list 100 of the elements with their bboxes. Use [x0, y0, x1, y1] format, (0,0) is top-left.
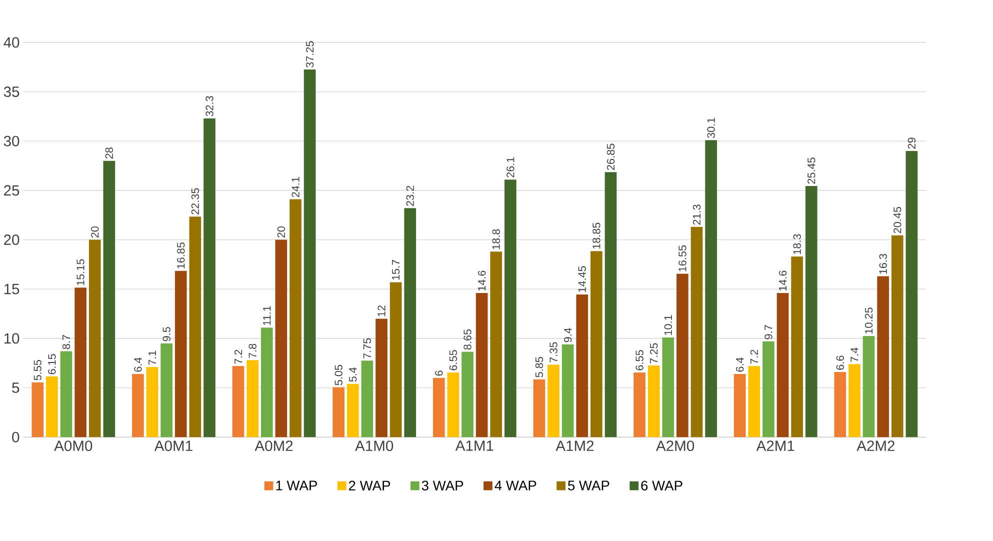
bar [160, 344, 172, 438]
legend-label: 2 WAP [348, 480, 390, 490]
y-tick-label: 40 [4, 37, 20, 48]
bar [705, 140, 717, 438]
data-label: 16.55 [678, 246, 686, 272]
bar [290, 199, 302, 438]
bar [562, 344, 574, 438]
data-label: 7.2 [234, 350, 242, 364]
y-tick-label: 10 [4, 333, 20, 344]
data-label: 7.2 [750, 350, 758, 364]
bar [834, 372, 846, 438]
data-label: 6.15 [48, 354, 56, 374]
data-label: 6 [435, 370, 443, 376]
bar [361, 360, 374, 438]
data-label: 23.2 [406, 186, 414, 206]
bar [791, 256, 803, 438]
data-label: 25.45 [808, 158, 816, 184]
y-tick-label: 0 [12, 432, 20, 442]
bar [676, 274, 688, 438]
data-label: 30.1 [707, 118, 715, 138]
data-label: 7.1 [148, 350, 156, 365]
data-label: 32.3 [206, 96, 214, 116]
x-tick-label: A1M2 [556, 440, 594, 452]
bar [648, 366, 660, 438]
data-label: 14.6 [478, 270, 486, 291]
bar [304, 70, 316, 438]
bar [690, 227, 703, 438]
legend-label: 6 WAP [641, 480, 682, 491]
bar [662, 338, 674, 438]
bar [533, 380, 546, 438]
data-label: 8.7 [62, 335, 70, 350]
data-label: 24.1 [292, 177, 300, 198]
bar [390, 282, 402, 438]
data-label: 18.85 [592, 222, 600, 249]
data-label: 5.55 [34, 360, 42, 380]
legend-label: 5 WAP [568, 480, 610, 491]
bar [805, 186, 818, 438]
data-label: 20 [91, 226, 99, 238]
bar [548, 364, 560, 438]
y-tick-label: 30 [4, 136, 20, 146]
data-label: 7.4 [850, 348, 858, 362]
bar [74, 288, 86, 438]
legend-label: 4 WAP [494, 480, 536, 490]
data-label: 14.45 [578, 266, 586, 292]
data-label: 21.3 [692, 204, 701, 225]
data-label: 26.1 [506, 157, 514, 178]
bar [132, 374, 144, 438]
bar [103, 160, 116, 438]
data-label: 16.3 [879, 254, 887, 274]
x-tick-label: A2M1 [756, 440, 794, 452]
bar [504, 180, 516, 438]
bar [232, 366, 244, 438]
data-label: 7.25 [650, 343, 658, 364]
data-label: 6.6 [836, 356, 844, 370]
data-label: 15.7 [392, 260, 400, 280]
data-label: 8.65 [464, 330, 472, 350]
bar [748, 366, 760, 438]
bar [146, 367, 158, 438]
bar [46, 376, 58, 438]
x-tick-label: A0M2 [254, 440, 293, 452]
bar [604, 172, 617, 438]
bar [476, 293, 488, 438]
x-tick-label: A0M1 [154, 440, 192, 452]
bar [346, 384, 359, 438]
data-label: 6.55 [636, 350, 644, 370]
bar [189, 216, 202, 438]
data-label: 6.4 [134, 358, 142, 372]
data-label: 10.25 [864, 308, 873, 334]
data-label: 20 [277, 226, 286, 238]
bar [376, 318, 388, 438]
bar [862, 336, 875, 438]
data-label: 15.15 [76, 259, 84, 286]
bar [776, 293, 789, 438]
data-label: 22.35 [191, 188, 200, 214]
bar [462, 352, 474, 438]
bar [490, 252, 502, 438]
data-label: 5.05 [334, 365, 342, 386]
data-label: 10.1 [664, 315, 672, 336]
x-tick-label: A1M0 [355, 440, 394, 452]
x-tick-label: A1M1 [455, 440, 494, 451]
data-label: 11.1 [263, 306, 271, 326]
data-label: 37.25 [306, 41, 314, 68]
data-label: 7.8 [248, 344, 256, 358]
legend-label: 3 WAP [422, 480, 464, 491]
data-label: 12 [378, 306, 386, 316]
bar [260, 328, 273, 438]
bar [891, 235, 904, 438]
data-label: 14.6 [778, 270, 787, 291]
data-label: 7.75 [363, 338, 371, 359]
bar [447, 372, 460, 438]
data-label: 18.8 [492, 229, 500, 250]
bar [634, 372, 646, 438]
bar [32, 382, 44, 438]
bar [275, 240, 288, 438]
legend-label: 1 WAP [276, 480, 317, 490]
bar [332, 387, 344, 438]
bar [734, 374, 746, 438]
bar [174, 270, 187, 438]
bar [246, 360, 258, 438]
bar [432, 378, 445, 438]
